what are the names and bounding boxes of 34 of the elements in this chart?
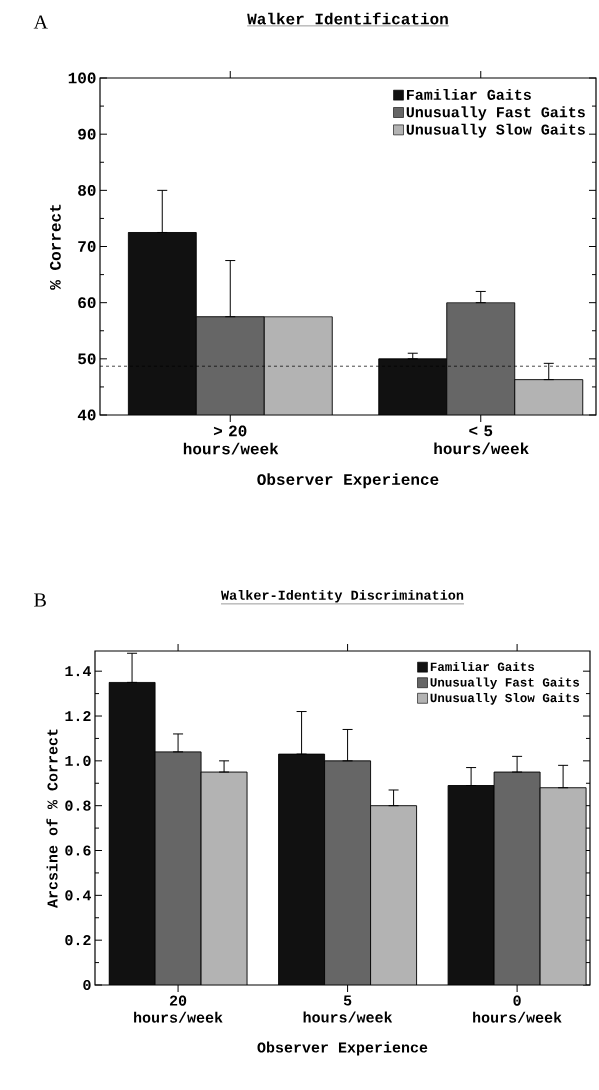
x-tick-label: 0 hours/week <box>473 995 562 1023</box>
x-tick-label: 5 hours/week <box>303 995 393 1023</box>
x-tick-label: < 5 hours/week <box>434 425 529 455</box>
legend-label: Familiar Gaits <box>430 661 535 672</box>
y-tick-label: 60 <box>78 297 96 309</box>
x-tick-label: 20 hours/week <box>134 995 223 1023</box>
legend-label: Unusually Slow Gaits <box>430 693 580 705</box>
y-axis-title: % Correct <box>49 204 61 290</box>
y-tick-label: 0.8 <box>65 800 91 811</box>
y-tick-label: 90 <box>78 128 96 140</box>
text: A <box>33 15 48 29</box>
legend-label: Unusually Fast Gaits <box>406 106 585 121</box>
chart-title: Walker-Identity Discrimination <box>220 589 464 603</box>
y-tick-label: 1.0 <box>65 755 91 766</box>
y-axis-title: Arcsine of % Correct <box>46 729 58 909</box>
y-tick-label: 0.4 <box>65 890 92 901</box>
y-tick-label: 70 <box>78 241 96 252</box>
legend-label: Unusually Fast Gaits <box>430 677 580 690</box>
y-tick-label: 80 <box>78 184 96 196</box>
y-tick-label: 0.2 <box>65 935 91 946</box>
y-tick-label: 0.6 <box>65 845 91 856</box>
y-tick-label: 1.4 <box>65 666 92 677</box>
legend-label: Unusually Slow Gaits <box>406 123 585 138</box>
y-tick-label: 1.2 <box>65 711 91 722</box>
x-tick-label: > 20 hours/week <box>183 425 279 455</box>
y-tick-label: 0 <box>83 979 91 991</box>
legend-label: Familiar Gaits <box>407 88 531 100</box>
chart-title: Walker Identification <box>247 12 448 25</box>
x-axis-title: Observer Experience <box>257 473 439 489</box>
y-tick-label: 100 <box>68 72 96 84</box>
x-axis-title: Observer Experience <box>257 1041 428 1056</box>
text: B <box>34 593 46 607</box>
y-tick-label: 40 <box>77 409 96 421</box>
y-tick-label: 50 <box>78 353 96 365</box>
